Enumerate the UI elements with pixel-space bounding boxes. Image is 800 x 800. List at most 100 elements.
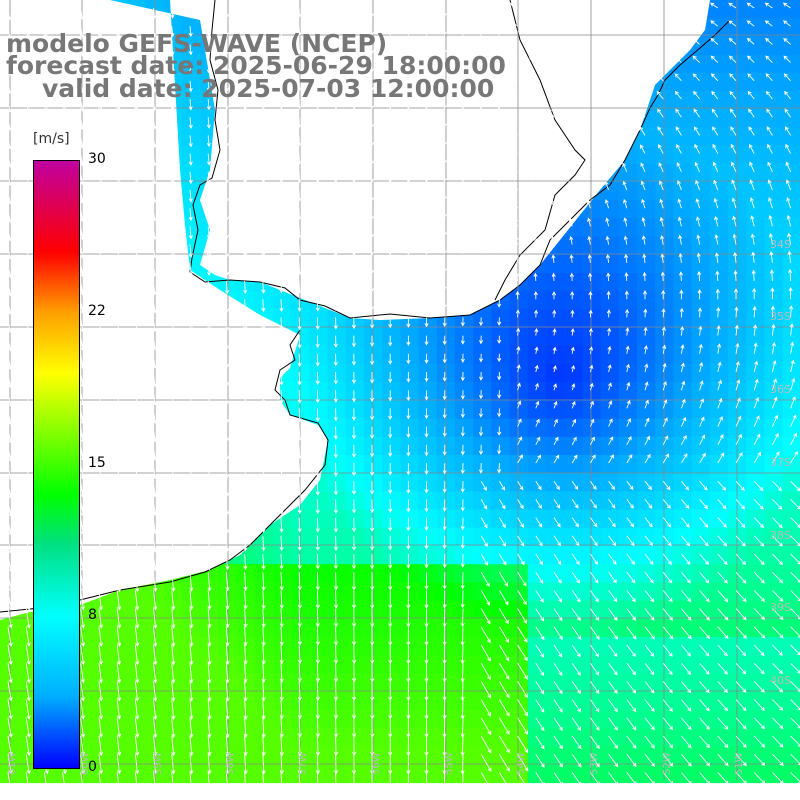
wind-arrow <box>786 197 792 209</box>
wind-cell <box>400 746 420 765</box>
wind-cell <box>546 382 565 401</box>
wind-arrow <box>97 44 103 57</box>
wind-arrow <box>206 353 212 369</box>
wind-arrow <box>607 327 612 336</box>
wind-cell <box>709 254 729 274</box>
wind-cell <box>582 436 602 456</box>
wind-cell <box>709 200 729 219</box>
wind-cell <box>637 291 656 310</box>
wind-cell <box>782 764 800 784</box>
wind-arrow <box>315 80 320 92</box>
wind-arrow <box>207 772 212 793</box>
wind-arrow <box>499 517 506 529</box>
wind-cell <box>273 309 292 329</box>
wind-cell <box>709 345 729 365</box>
wind-arrow <box>442 62 447 73</box>
wind-cell <box>491 436 511 456</box>
wind-arrow <box>497 390 502 399</box>
wind-arrow <box>564 37 573 45</box>
wind-arrow <box>460 426 465 437</box>
wind-cell <box>473 546 492 565</box>
wind-cell <box>473 728 492 747</box>
wind-arrow <box>553 590 563 603</box>
wind-cell <box>709 400 729 420</box>
wind-arrow <box>7 517 13 536</box>
wind-arrow <box>297 735 302 757</box>
wind-arrow <box>334 772 339 793</box>
wind-arrow <box>61 117 67 131</box>
wind-arrow <box>171 663 176 684</box>
wind-arrow <box>588 327 593 336</box>
wind-arrow <box>333 262 338 275</box>
wind-arrow <box>80 735 86 757</box>
wind-cell <box>746 91 765 110</box>
wind-arrow <box>658 180 664 191</box>
wind-arrow <box>588 290 593 300</box>
wind-arrow <box>731 161 737 172</box>
wind-arrow <box>152 189 157 203</box>
wind-arrow <box>583 55 591 63</box>
wind-arrow <box>608 590 618 603</box>
wind-arrow <box>748 143 755 154</box>
wind-arrow <box>352 772 357 793</box>
wind-arrow <box>790 396 796 409</box>
wind-cell <box>691 418 711 438</box>
wind-arrow <box>98 353 103 370</box>
wind-arrow <box>80 262 85 278</box>
wind-cell <box>564 327 583 347</box>
wind-arrow <box>424 553 429 569</box>
wind-arrow <box>566 126 573 136</box>
wind-cell <box>582 327 602 347</box>
wind-arrow <box>644 399 649 409</box>
wind-arrow <box>98 226 103 241</box>
wind-arrow <box>261 226 266 239</box>
wind-arrow <box>478 299 484 309</box>
wind-cell <box>345 400 365 420</box>
wind-cell <box>491 509 511 529</box>
wind-arrow <box>170 189 175 203</box>
wind-cell <box>546 327 565 347</box>
wind-arrow <box>571 626 582 640</box>
wind-arrow <box>43 26 48 39</box>
wind-cell <box>382 345 401 365</box>
wind-arrow <box>43 62 48 76</box>
wind-arrow <box>406 317 411 328</box>
wind-cell <box>91 709 110 729</box>
wind-cell <box>109 728 128 747</box>
wind-cell <box>582 309 602 329</box>
wind-cell <box>273 291 292 310</box>
wind-arrow <box>116 590 122 611</box>
wind-cell <box>600 218 620 238</box>
wind-arrow <box>297 663 302 683</box>
wind-cell <box>709 309 729 329</box>
wind-arrow <box>784 108 791 118</box>
wind-cell <box>764 382 784 401</box>
wind-arrow <box>225 371 230 387</box>
wind-arrow <box>694 143 700 154</box>
wind-arrow <box>224 171 230 184</box>
wind-cell <box>491 655 511 674</box>
wind-arrow <box>98 280 103 296</box>
wind-arrow <box>170 280 175 295</box>
wind-arrow <box>655 2 664 9</box>
wind-arrow <box>643 308 648 318</box>
wind-cell <box>782 200 800 219</box>
wind-arrow <box>261 754 266 775</box>
wind-arrow <box>388 44 393 55</box>
wind-arrow <box>764 20 773 27</box>
wind-arrow <box>279 371 284 386</box>
wind-arrow <box>80 135 85 149</box>
wind-arrow <box>735 626 747 639</box>
wind-cell <box>582 345 602 365</box>
wind-cell <box>400 764 420 784</box>
wind-cell <box>291 728 310 747</box>
wind-arrow <box>152 244 157 259</box>
wind-cell <box>127 709 147 729</box>
wind-arrow <box>116 62 121 75</box>
wind-arrow <box>80 644 86 666</box>
wind-cell <box>382 527 401 547</box>
wind-arrow <box>25 353 31 370</box>
wind-arrow <box>7 171 12 186</box>
wind-arrow <box>570 328 575 336</box>
wind-arrow <box>499 753 510 772</box>
